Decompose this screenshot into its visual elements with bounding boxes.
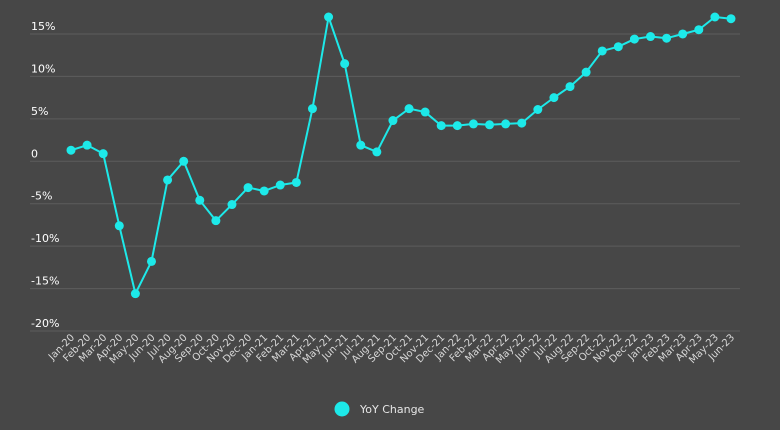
data-point[interactable] bbox=[388, 116, 398, 126]
legend-marker[interactable] bbox=[334, 401, 350, 417]
data-point[interactable] bbox=[66, 145, 76, 155]
data-point[interactable] bbox=[227, 200, 237, 210]
y-tick-label: 10% bbox=[31, 62, 55, 75]
y-tick-label: -5% bbox=[31, 190, 52, 203]
data-point[interactable] bbox=[356, 140, 366, 150]
data-point[interactable] bbox=[82, 140, 92, 150]
y-tick-label: -10% bbox=[31, 232, 59, 245]
data-point[interactable] bbox=[259, 186, 269, 196]
gridlines bbox=[30, 33, 740, 332]
data-point[interactable] bbox=[291, 177, 301, 187]
data-point[interactable] bbox=[114, 221, 124, 231]
data-point[interactable] bbox=[613, 42, 623, 52]
series-line-yoy-change bbox=[70, 16, 732, 295]
data-point[interactable] bbox=[195, 195, 205, 205]
data-point[interactable] bbox=[372, 147, 382, 157]
data-point[interactable] bbox=[98, 149, 108, 159]
data-point[interactable] bbox=[517, 118, 527, 128]
data-point[interactable] bbox=[307, 104, 317, 114]
y-tick-label: -20% bbox=[31, 317, 59, 330]
data-point[interactable] bbox=[597, 46, 607, 56]
data-point[interactable] bbox=[420, 107, 430, 117]
y-tick-label: 5% bbox=[31, 105, 48, 118]
y-tick-label: -15% bbox=[31, 275, 59, 288]
data-point[interactable] bbox=[179, 156, 189, 166]
data-point[interactable] bbox=[549, 93, 559, 103]
data-point[interactable] bbox=[275, 180, 285, 190]
data-point[interactable] bbox=[404, 104, 414, 114]
data-point[interactable] bbox=[130, 289, 140, 299]
data-point[interactable] bbox=[646, 32, 656, 42]
data-point[interactable] bbox=[146, 256, 156, 266]
data-point[interactable] bbox=[485, 120, 495, 130]
data-point[interactable] bbox=[581, 67, 591, 77]
data-point[interactable] bbox=[163, 175, 173, 185]
data-point[interactable] bbox=[678, 29, 688, 39]
legend-label[interactable]: YoY Change bbox=[359, 403, 425, 416]
data-point[interactable] bbox=[468, 119, 478, 129]
data-point[interactable] bbox=[452, 121, 462, 131]
data-point[interactable] bbox=[436, 121, 446, 131]
data-point[interactable] bbox=[662, 33, 672, 43]
data-point[interactable] bbox=[694, 25, 704, 35]
data-point[interactable] bbox=[726, 14, 736, 24]
data-point[interactable] bbox=[211, 216, 221, 226]
y-axis-ticks: 15% 10% 5% 0 -5% -10% -15% -20% bbox=[31, 20, 59, 330]
data-point[interactable] bbox=[710, 12, 720, 22]
data-point[interactable] bbox=[501, 119, 511, 129]
data-point[interactable] bbox=[243, 183, 253, 193]
data-point[interactable] bbox=[533, 105, 543, 115]
data-point[interactable] bbox=[324, 12, 334, 22]
data-point[interactable] bbox=[629, 34, 639, 44]
y-tick-label: 15% bbox=[31, 20, 55, 33]
data-point[interactable] bbox=[340, 59, 350, 69]
x-axis-ticks: Jan-20Feb-20Mar-20Apr-20May-20Jun-20Jul-… bbox=[46, 332, 737, 366]
data-point[interactable] bbox=[565, 82, 575, 92]
y-tick-label: 0 bbox=[31, 147, 38, 160]
series-points bbox=[66, 12, 736, 299]
legend[interactable]: YoY Change bbox=[334, 401, 425, 417]
series-line bbox=[70, 16, 732, 295]
